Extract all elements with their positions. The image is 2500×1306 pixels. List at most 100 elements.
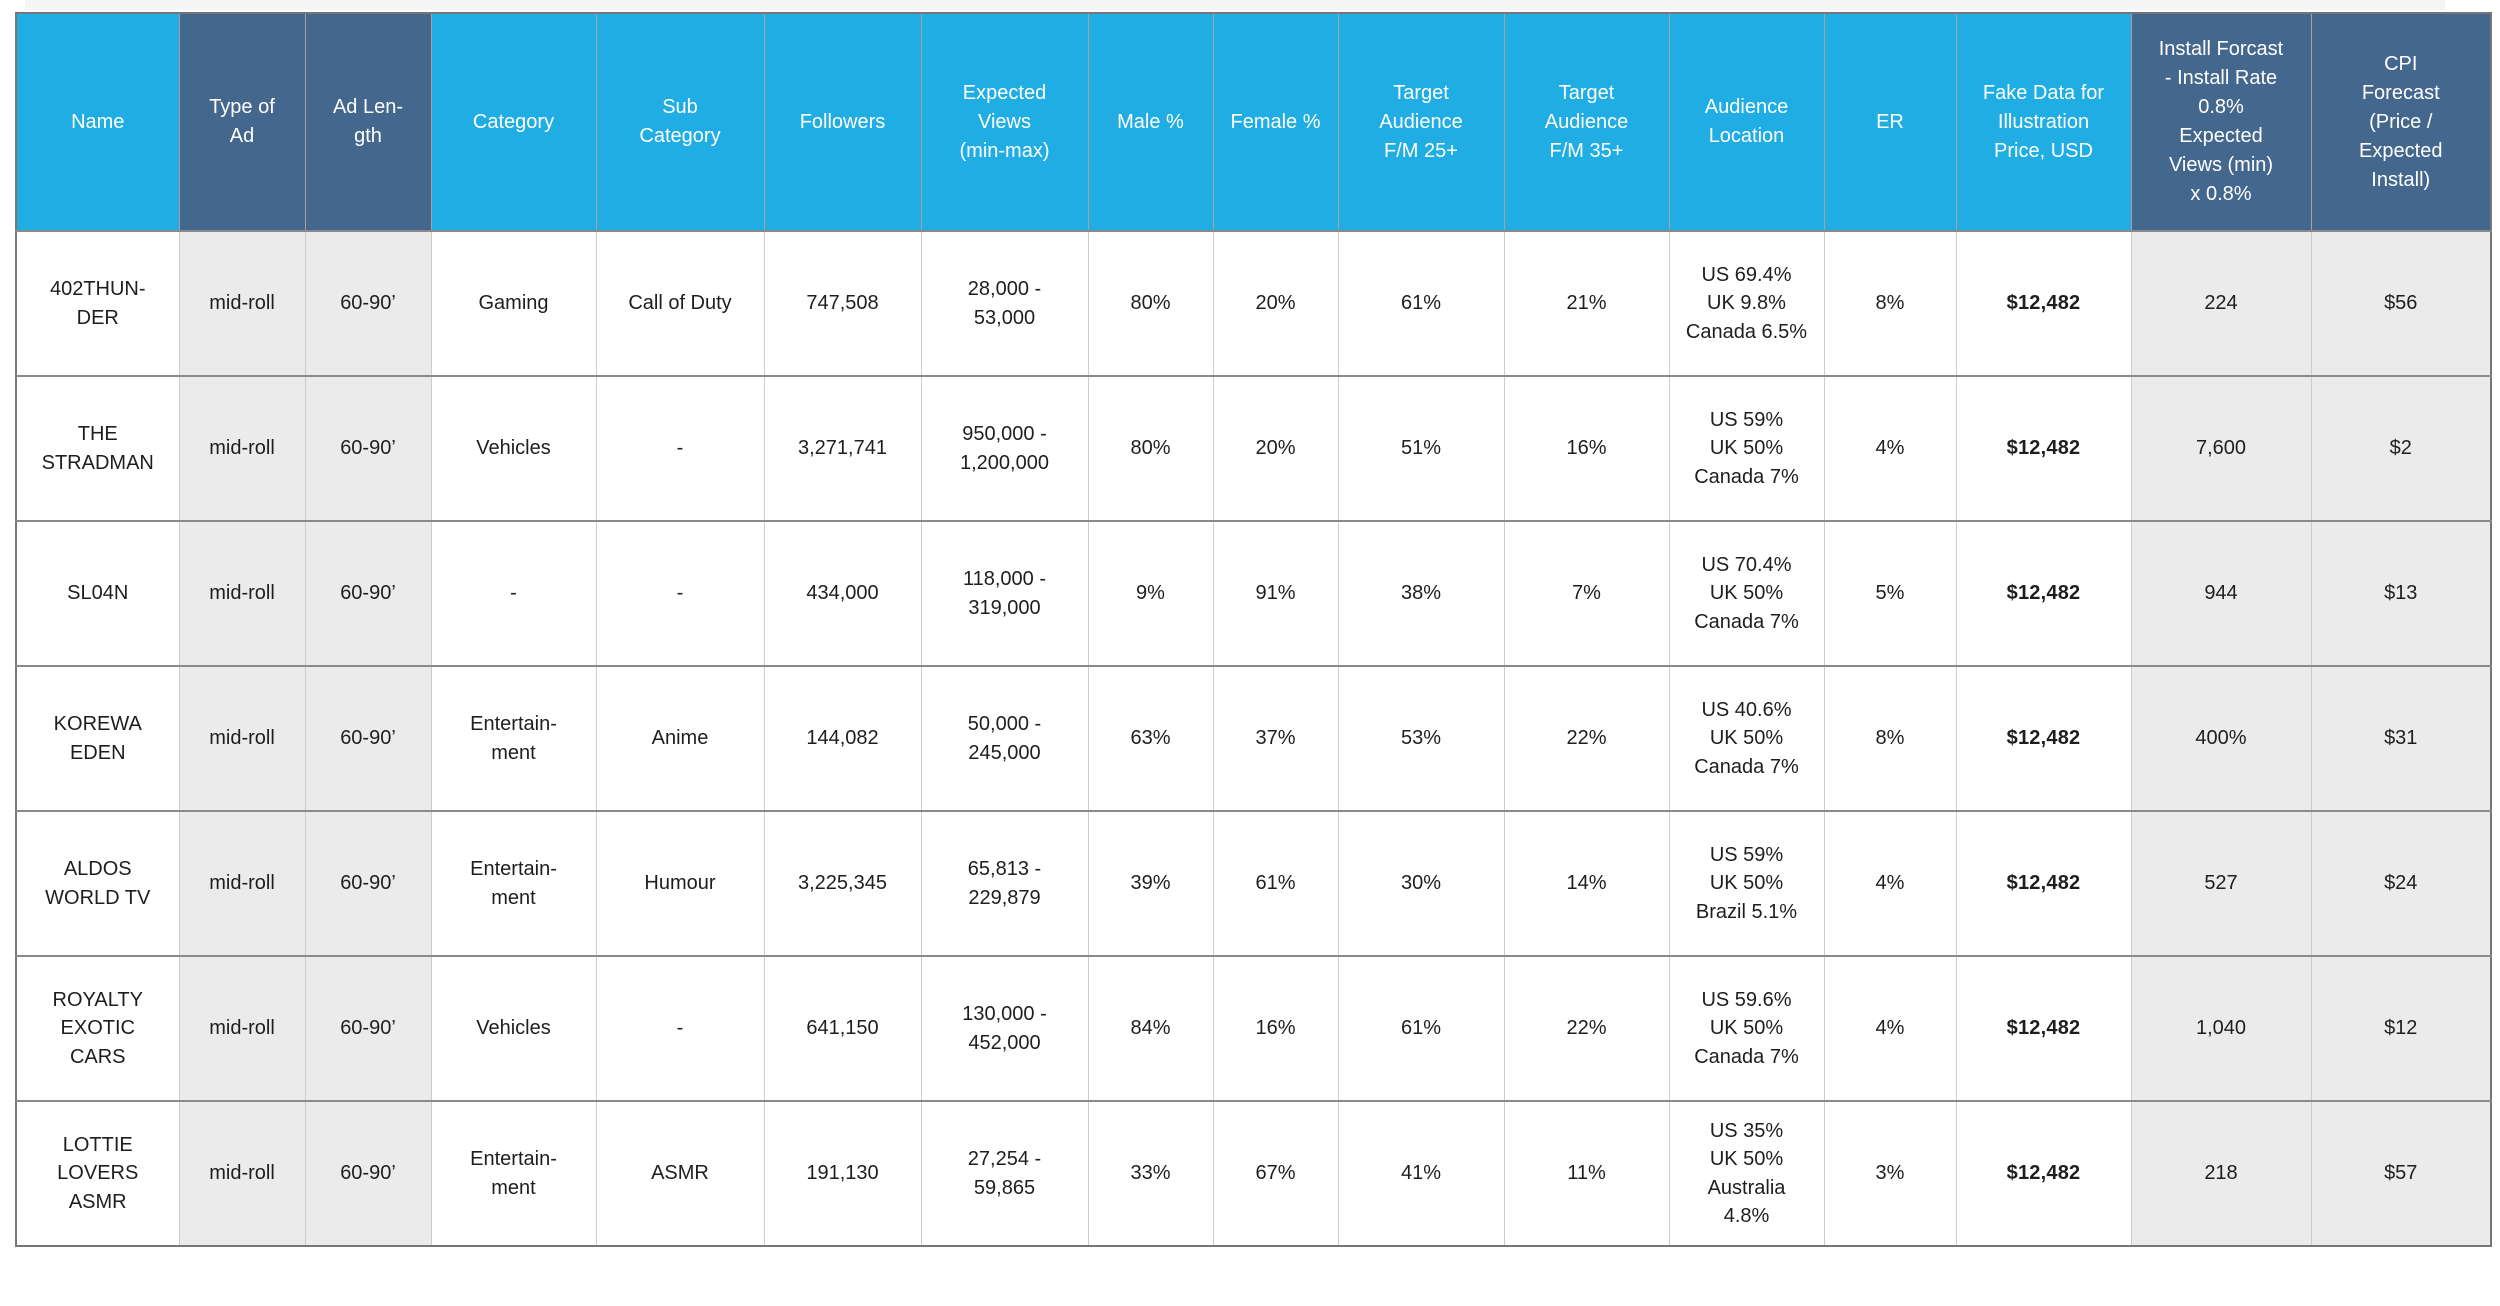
cell-expected_views: 65,813 - 229,879 (920, 810, 1088, 956)
cell-name: KOREWA EDEN (16, 665, 179, 811)
cell-type_of_ad: mid-roll (178, 1100, 305, 1246)
cell-followers: 434,000 (763, 520, 921, 666)
col-header-price: Fake Data for Illustration Price, USD (1955, 13, 2131, 231)
cell-male_pct: 39% (1087, 810, 1213, 956)
cell-price: $12,482 (1955, 1100, 2131, 1246)
cell-expected_views: 27,254 - 59,865 (920, 1100, 1088, 1246)
cell-ad_length: 60-90’ (304, 375, 431, 521)
cell-female_pct: 20% (1212, 230, 1338, 376)
cell-ad_length: 60-90’ (304, 955, 431, 1101)
cell-target_audience_25: 61% (1337, 230, 1504, 376)
cell-install_forecast: 527 (2130, 810, 2311, 956)
cell-price: $12,482 (1955, 955, 2131, 1101)
cell-er: 8% (1823, 230, 1956, 376)
cell-male_pct: 80% (1087, 375, 1213, 521)
cell-type_of_ad: mid-roll (178, 955, 305, 1101)
influencer-table-container: Name Type of Ad Ad Len- gth Category Sub Cat… (15, 12, 2492, 1247)
header-row: Name Type of Ad Ad Len- gth Category Sub Cat… (16, 13, 2491, 231)
cell-target_audience_35: 22% (1503, 665, 1669, 811)
cell-install_forecast: 1,040 (2130, 955, 2311, 1101)
table-row: KOREWA EDEN mid-roll 60-90’ Entertain- ment… (16, 665, 2491, 811)
cell-name: 402THUN- DER (16, 230, 179, 376)
cell-category: Vehicles (430, 375, 596, 521)
cell-install_forecast: 944 (2130, 520, 2311, 666)
cell-followers: 641,150 (763, 955, 921, 1101)
cell-price: $12,482 (1955, 810, 2131, 956)
col-header-er: ER (1823, 13, 1956, 231)
cell-target_audience_35: 14% (1503, 810, 1669, 956)
cell-cpi_forecast: $2 (2310, 375, 2491, 521)
cell-category: Entertain- ment (430, 665, 596, 811)
cell-followers: 144,082 (763, 665, 921, 811)
col-header-female_pct: Female % (1212, 13, 1338, 231)
cell-category: Vehicles (430, 955, 596, 1101)
cell-target_audience_35: 7% (1503, 520, 1669, 666)
col-header-target_audience_35: Target Audience F/M 35+ (1503, 13, 1669, 231)
cell-target_audience_35: 11% (1503, 1100, 1669, 1246)
cell-type_of_ad: mid-roll (178, 810, 305, 956)
col-header-target_audience_25: Target Audience F/M 25+ (1337, 13, 1504, 231)
col-header-type_of_ad: Type of Ad (178, 13, 305, 231)
cell-install_forecast: 224 (2130, 230, 2311, 376)
table-row: ALDOS WORLD TV mid-roll 60-90’ Entertain- m… (16, 810, 2491, 956)
cell-audience_location: US 35% UK 50% Australia 4.8% (1668, 1100, 1824, 1246)
cell-target_audience_25: 51% (1337, 375, 1504, 521)
cell-followers: 3,225,345 (763, 810, 921, 956)
cell-followers: 191,130 (763, 1100, 921, 1246)
cell-expected_views: 950,000 - 1,200,000 (920, 375, 1088, 521)
cell-sub_category: Call of Duty (595, 230, 764, 376)
cell-name: SL04N (16, 520, 179, 666)
cell-ad_length: 60-90’ (304, 1100, 431, 1246)
cell-price: $12,482 (1955, 665, 2131, 811)
cell-audience_location: US 59.6% UK 50% Canada 7% (1668, 955, 1824, 1101)
cell-category: - (430, 520, 596, 666)
cell-male_pct: 33% (1087, 1100, 1213, 1246)
table-row: 402THUN- DER mid-roll 60-90’ Gaming Call of … (16, 230, 2491, 376)
table-row: ROYALTY EXOTIC CARS mid-roll 60-90’ Vehicle… (16, 955, 2491, 1101)
cell-target_audience_35: 16% (1503, 375, 1669, 521)
cell-cpi_forecast: $56 (2310, 230, 2491, 376)
cell-er: 8% (1823, 665, 1956, 811)
table-body: 402THUN- DER mid-roll 60-90’ Gaming Call of … (16, 230, 2491, 1246)
cell-price: $12,482 (1955, 375, 2131, 521)
cell-type_of_ad: mid-roll (178, 375, 305, 521)
cell-audience_location: US 59% UK 50% Canada 7% (1668, 375, 1824, 521)
col-header-cpi_forecast: CPI Forecast (Price / Expected Install) (2310, 13, 2491, 231)
cell-target_audience_25: 41% (1337, 1100, 1504, 1246)
cell-audience_location: US 40.6% UK 50% Canada 7% (1668, 665, 1824, 811)
cell-female_pct: 61% (1212, 810, 1338, 956)
col-header-install_forecast: Install Forcast - Install Rate 0.8% Expe… (2130, 13, 2311, 231)
cell-expected_views: 28,000 - 53,000 (920, 230, 1088, 376)
col-header-audience_location: Audience Location (1668, 13, 1824, 231)
cell-type_of_ad: mid-roll (178, 520, 305, 666)
cell-ad_length: 60-90’ (304, 520, 431, 666)
cell-followers: 3,271,741 (763, 375, 921, 521)
cell-cpi_forecast: $31 (2310, 665, 2491, 811)
cell-sub_category: ASMR (595, 1100, 764, 1246)
cell-female_pct: 20% (1212, 375, 1338, 521)
cell-category: Entertain- ment (430, 1100, 596, 1246)
cell-target_audience_25: 53% (1337, 665, 1504, 811)
cell-name: ALDOS WORLD TV (16, 810, 179, 956)
cell-sub_category: - (595, 520, 764, 666)
cell-price: $12,482 (1955, 230, 2131, 376)
cell-type_of_ad: mid-roll (178, 665, 305, 811)
cell-type_of_ad: mid-roll (178, 230, 305, 376)
cell-sub_category: - (595, 375, 764, 521)
cell-install_forecast: 7,600 (2130, 375, 2311, 521)
col-header-male_pct: Male % (1087, 13, 1213, 231)
cell-male_pct: 80% (1087, 230, 1213, 376)
cell-ad_length: 60-90’ (304, 230, 431, 376)
cell-cpi_forecast: $13 (2310, 520, 2491, 666)
cell-female_pct: 91% (1212, 520, 1338, 666)
col-header-sub_category: Sub Category (595, 13, 764, 231)
cell-install_forecast: 218 (2130, 1100, 2311, 1246)
cell-price: $12,482 (1955, 520, 2131, 666)
cell-target_audience_25: 30% (1337, 810, 1504, 956)
cell-audience_location: US 59% UK 50% Brazil 5.1% (1668, 810, 1824, 956)
cell-er: 4% (1823, 375, 1956, 521)
cell-expected_views: 118,000 - 319,000 (920, 520, 1088, 666)
cell-target_audience_25: 61% (1337, 955, 1504, 1101)
cell-category: Entertain- ment (430, 810, 596, 956)
col-header-followers: Followers (763, 13, 921, 231)
